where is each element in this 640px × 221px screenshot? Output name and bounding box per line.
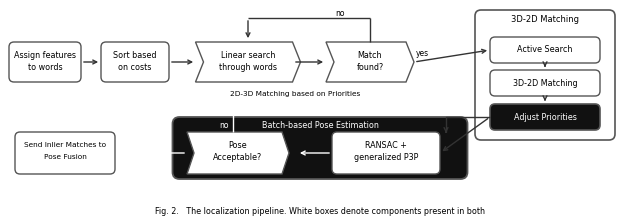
Text: Adjust Priorities: Adjust Priorities <box>513 112 577 122</box>
Text: 3D-2D Matching: 3D-2D Matching <box>511 15 579 25</box>
FancyBboxPatch shape <box>15 132 115 174</box>
Text: found?: found? <box>356 63 383 72</box>
Text: to words: to words <box>28 63 62 72</box>
Text: 3D-2D Matching: 3D-2D Matching <box>513 78 577 88</box>
Text: on costs: on costs <box>118 63 152 72</box>
Text: Pose Fusion: Pose Fusion <box>44 154 86 160</box>
FancyBboxPatch shape <box>475 10 615 140</box>
Text: Linear search: Linear search <box>221 51 275 59</box>
Text: yes: yes <box>415 50 429 59</box>
Text: Fig. 2.   The localization pipeline. White boxes denote components present in bo: Fig. 2. The localization pipeline. White… <box>155 208 485 217</box>
Text: Active Search: Active Search <box>517 46 573 55</box>
FancyBboxPatch shape <box>9 42 81 82</box>
Text: no: no <box>335 8 345 17</box>
Text: 2D-3D Matching based on Priorities: 2D-3D Matching based on Priorities <box>230 91 360 97</box>
FancyBboxPatch shape <box>490 37 600 63</box>
Text: RANSAC +: RANSAC + <box>365 141 407 149</box>
FancyBboxPatch shape <box>101 42 169 82</box>
Text: Batch-based Pose Estimation: Batch-based Pose Estimation <box>262 122 378 130</box>
Polygon shape <box>326 42 414 82</box>
Text: Match: Match <box>358 51 382 59</box>
FancyBboxPatch shape <box>332 132 440 174</box>
Text: no: no <box>220 120 228 130</box>
Text: generalized P3P: generalized P3P <box>354 152 418 162</box>
Text: Sort based: Sort based <box>113 51 157 59</box>
Text: Acceptable?: Acceptable? <box>213 152 262 162</box>
FancyBboxPatch shape <box>490 104 600 130</box>
FancyBboxPatch shape <box>173 117 467 179</box>
Text: Assign features: Assign features <box>14 51 76 59</box>
Polygon shape <box>187 132 289 174</box>
Text: yes: yes <box>148 141 161 149</box>
FancyBboxPatch shape <box>490 70 600 96</box>
Polygon shape <box>195 42 301 82</box>
Text: through words: through words <box>219 63 277 72</box>
Text: Send Inlier Matches to: Send Inlier Matches to <box>24 142 106 148</box>
Text: Pose: Pose <box>228 141 247 149</box>
